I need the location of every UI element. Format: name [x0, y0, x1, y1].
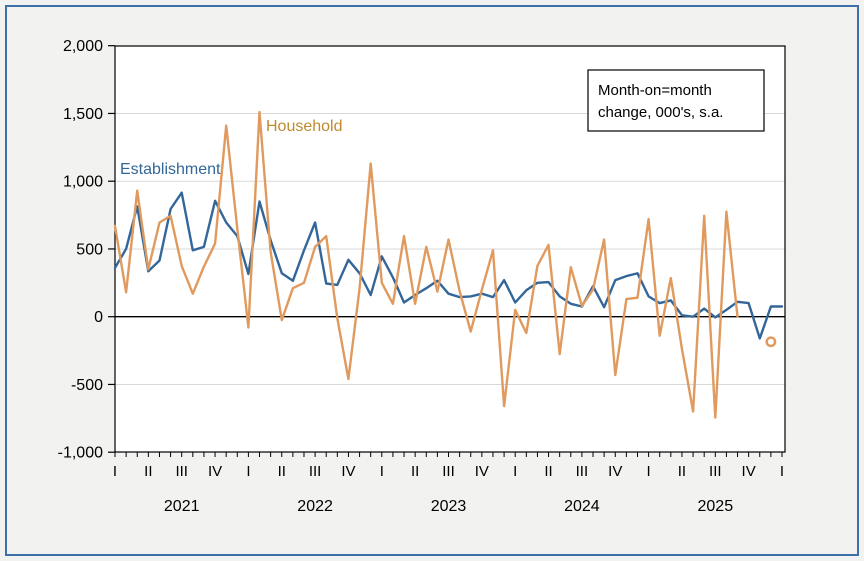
x-quarter-label: III	[309, 463, 322, 480]
x-quarter-label: I	[780, 463, 784, 480]
x-quarter-label: II	[411, 463, 419, 480]
x-quarter-label: I	[647, 463, 651, 480]
x-year-label-2024: 2024	[564, 498, 600, 515]
x-quarter-label: II	[278, 463, 286, 480]
y-tick-label-500: 500	[76, 241, 103, 258]
x-quarter-label: IV	[742, 463, 756, 480]
annotation-line-1: Month-on=month	[598, 82, 712, 99]
x-quarter-label: III	[709, 463, 722, 480]
y-tick-label-0: 0	[94, 309, 103, 326]
y-tick-label-2000: 2,000	[63, 38, 103, 55]
y-tick-label--1000: -1,000	[58, 445, 103, 462]
x-quarter-label: IV	[475, 463, 489, 480]
x-quarter-label: I	[380, 463, 384, 480]
household-last-point-circle	[765, 336, 777, 348]
x-quarter-label: II	[144, 463, 152, 480]
x-year-label-2023: 2023	[431, 498, 467, 515]
annotation-line-2: change, 000's, s.a.	[598, 104, 723, 121]
y-tick-label-1000: 1,000	[63, 174, 103, 191]
y-tick-label--500: -500	[71, 377, 103, 394]
x-quarter-label: I	[513, 463, 517, 480]
x-quarter-label: II	[544, 463, 552, 480]
x-year-label-2025: 2025	[698, 498, 734, 515]
x-quarter-label: II	[678, 463, 686, 480]
x-quarter-label: III	[175, 463, 188, 480]
x-quarter-label: I	[246, 463, 250, 480]
x-quarter-label: IV	[608, 463, 622, 480]
x-quarter-label: IV	[341, 463, 355, 480]
x-quarter-label: I	[113, 463, 117, 480]
x-year-label-2021: 2021	[164, 498, 200, 515]
x-quarter-label: IV	[208, 463, 222, 480]
x-year-label-2022: 2022	[297, 498, 333, 515]
annotation-box-border	[587, 69, 765, 132]
series-line-household	[113, 110, 739, 419]
annotation-box: Month-on=month change, 000's, s.a.	[587, 69, 765, 132]
x-quarter-label: III	[442, 463, 455, 480]
household-series-label: Household	[266, 118, 343, 135]
y-tick-label-1500: 1,500	[63, 106, 103, 123]
x-quarter-label: III	[576, 463, 589, 480]
establishment-series-label: Establishment	[120, 161, 221, 178]
series-line-establishment	[113, 191, 784, 340]
